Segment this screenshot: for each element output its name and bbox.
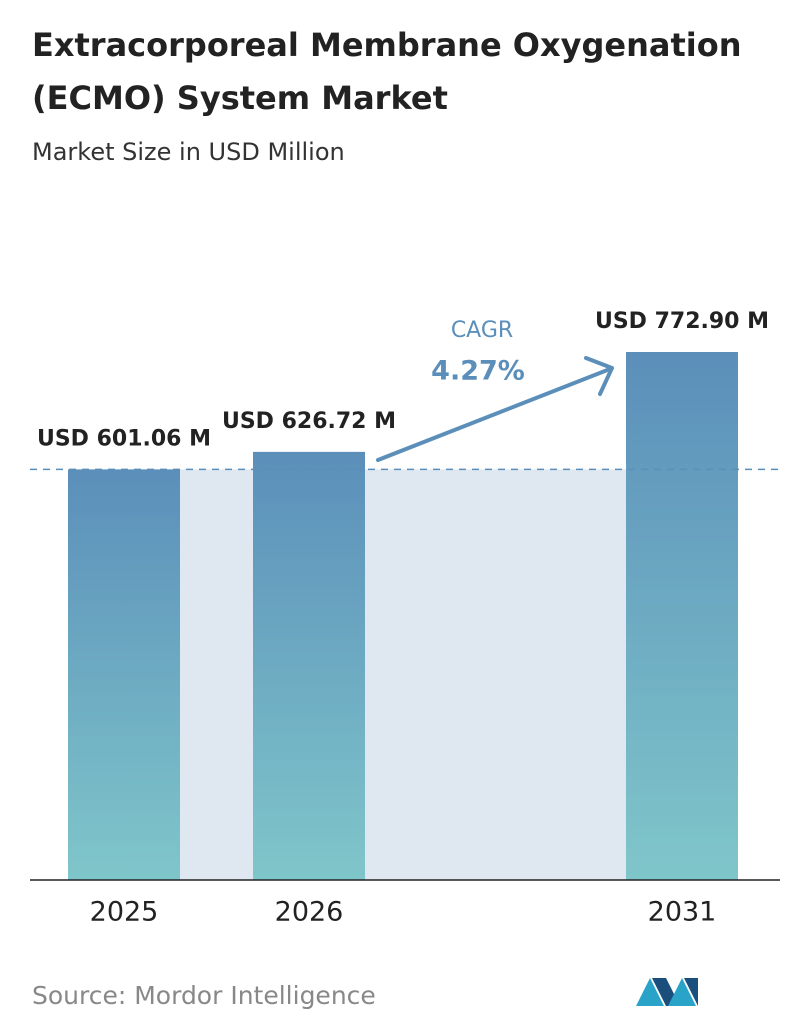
x-tick-label: 2025 — [90, 897, 159, 928]
value-label: USD 626.72 M — [222, 409, 396, 434]
bar — [68, 469, 180, 880]
bar — [253, 451, 365, 880]
value-label: USD 772.90 M — [595, 309, 769, 334]
source: Source: Mordor Intelligence — [32, 981, 376, 1010]
cagr-label: CAGR — [451, 318, 513, 343]
cagr-arrow — [376, 367, 612, 462]
logo — [636, 978, 698, 1006]
chart-title: Extracorporeal Membrane Oxygenation (ECMO… — [32, 26, 742, 117]
cagr-value: 4.27% — [431, 356, 525, 387]
cagr-arrow-head — [584, 356, 614, 396]
bar — [626, 352, 738, 880]
value-label: USD 601.06 M — [37, 426, 211, 451]
reference-area — [180, 469, 626, 880]
x-tick-label: 2026 — [275, 897, 344, 928]
x-tick-label: 2031 — [648, 897, 717, 928]
chart-subtitle: Market Size in USD Million — [32, 138, 345, 166]
